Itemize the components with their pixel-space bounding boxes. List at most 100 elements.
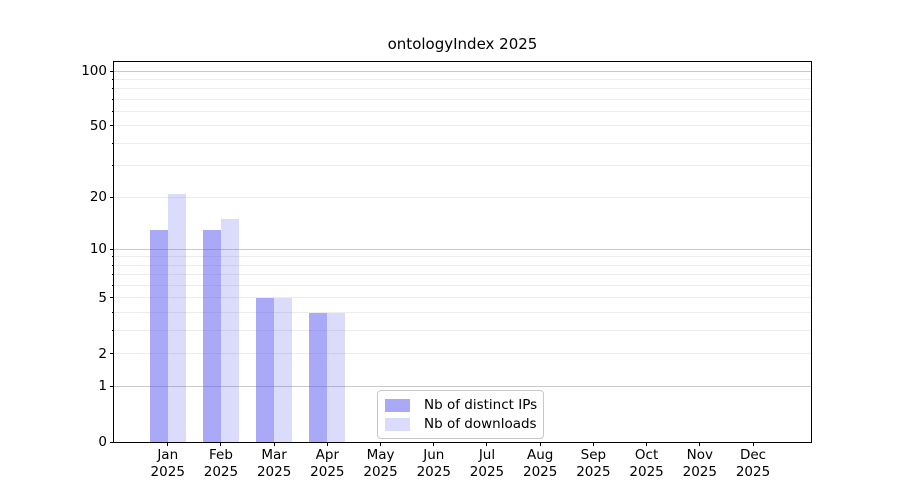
x-tick-year-dec: 2025	[735, 464, 771, 480]
legend-swatch-downloads	[385, 417, 410, 431]
y-axis-tick-1	[110, 385, 114, 387]
gridline-minor-40	[114, 142, 811, 144]
x-tick-year-oct: 2025	[629, 464, 664, 480]
legend-entry-distinct-ips: Nb of distinct IPs	[385, 397, 538, 413]
x-tick-label-jan: Jan 2025	[140, 447, 196, 481]
x-tick-year-aug: 2025	[522, 464, 558, 480]
x-tick-year-jul: 2025	[469, 464, 505, 480]
y-axis-minor-tick-80	[112, 88, 114, 90]
y-axis-tick-5	[110, 297, 114, 299]
x-tick-month-apr: Apr	[315, 447, 340, 463]
x-tick-month-dec: Dec	[739, 447, 767, 463]
x-tick-month-nov: Nov	[686, 447, 713, 463]
legend-label-downloads: Nb of downloads	[424, 416, 537, 432]
legend-box: Nb of distinct IPs Nb of downloads	[377, 390, 544, 439]
x-axis-tick-apr	[326, 442, 328, 446]
x-axis-tick-oct	[646, 442, 648, 446]
y-axis-minor-tick-3	[112, 330, 114, 332]
x-axis-tick-mar	[273, 442, 275, 446]
x-tick-month-jun: Jun	[423, 447, 445, 463]
x-tick-label-dec: Dec 2025	[725, 447, 781, 481]
x-tick-month-mar: Mar	[261, 447, 287, 463]
gridline-major-1	[114, 385, 811, 387]
x-tick-month-oct: Oct	[634, 447, 659, 463]
y-axis-minor-tick-90	[112, 78, 114, 80]
x-tick-year-mar: 2025	[256, 464, 292, 480]
legend-swatch-distinct-ips	[385, 398, 410, 412]
x-axis-tick-jun	[433, 442, 435, 446]
gridline-major-10	[114, 248, 811, 250]
y-axis-minor-tick-9	[112, 256, 114, 258]
gridline-minor-4	[114, 312, 811, 314]
y-tick-label-2: 2	[98, 345, 107, 362]
y-axis-minor-tick-40	[112, 142, 114, 144]
bar-nb-of-downloads-jan	[167, 193, 186, 442]
y-axis-minor-tick-6	[112, 285, 114, 287]
x-axis-tick-nov	[699, 442, 701, 446]
bar-nb-of-distinct-ips-jan	[149, 229, 168, 442]
y-axis-tick-20	[110, 196, 114, 198]
x-tick-label-aug: Aug 2025	[512, 447, 568, 481]
legend-entry-downloads: Nb of downloads	[385, 416, 537, 432]
gridline-minor-30	[114, 165, 811, 167]
gridline-minor-6	[114, 285, 811, 287]
y-tick-label-0: 0	[98, 434, 107, 450]
x-tick-year-feb: 2025	[203, 464, 239, 480]
x-tick-month-sep: Sep	[580, 447, 607, 463]
y-axis-minor-tick-7	[112, 274, 114, 276]
x-tick-label-oct: Oct 2025	[619, 447, 675, 481]
x-tick-month-aug: Aug	[526, 447, 554, 463]
y-axis-tick-100	[110, 70, 114, 72]
x-axis-tick-aug	[539, 442, 541, 446]
bar-nb-of-distinct-ips-feb	[202, 229, 221, 442]
x-axis-tick-jan	[167, 442, 169, 446]
x-tick-year-sep: 2025	[576, 464, 611, 480]
gridline-minor-80	[114, 88, 811, 90]
x-tick-month-jan: Jan	[157, 447, 179, 463]
bar-nb-of-downloads-apr	[327, 312, 346, 442]
x-tick-year-jun: 2025	[416, 464, 451, 480]
gridline-minor-8	[114, 264, 811, 266]
x-tick-label-sep: Sep 2025	[565, 447, 621, 481]
y-tick-label-50: 50	[89, 117, 107, 134]
x-tick-month-feb: Feb	[208, 447, 233, 463]
x-tick-label-apr: Apr 2025	[299, 447, 355, 481]
x-tick-year-apr: 2025	[310, 464, 345, 480]
x-tick-label-may: May 2025	[353, 447, 409, 481]
x-axis-tick-jul	[486, 442, 488, 446]
x-tick-year-jan: 2025	[150, 464, 185, 480]
y-tick-label-100: 100	[81, 63, 107, 80]
y-tick-label-1: 1	[98, 378, 107, 395]
x-tick-month-may: May	[366, 447, 395, 463]
x-axis-tick-may	[380, 442, 382, 446]
y-axis-tick-50	[110, 125, 114, 127]
gridline-major-100	[114, 70, 811, 72]
bar-nb-of-downloads-mar	[274, 297, 293, 442]
gridline-minor-2	[114, 353, 811, 355]
y-tick-label-20: 20	[89, 189, 107, 206]
x-axis-tick-feb	[220, 442, 222, 446]
bar-nb-of-distinct-ips-apr	[309, 312, 328, 442]
y-tick-label-5: 5	[98, 289, 107, 306]
chart-title: ontologyIndex 2025	[387, 35, 538, 53]
y-axis-tick-10	[110, 248, 114, 250]
y-axis-minor-tick-4	[112, 312, 114, 314]
x-tick-label-feb: Feb 2025	[193, 447, 249, 481]
y-axis-minor-tick-8	[112, 264, 114, 266]
x-axis-tick-dec	[752, 442, 754, 446]
gridline-minor-90	[114, 78, 811, 80]
y-axis-minor-tick-30	[112, 165, 114, 167]
y-axis-minor-tick-60	[112, 111, 114, 113]
gridline-minor-50	[114, 125, 811, 127]
x-axis-tick-sep	[592, 442, 594, 446]
gridline-minor-9	[114, 256, 811, 258]
gridline-minor-5	[114, 297, 811, 299]
x-tick-year-nov: 2025	[682, 464, 717, 480]
legend-label-distinct-ips: Nb of distinct IPs	[424, 397, 538, 413]
x-tick-label-mar: Mar 2025	[246, 447, 302, 481]
x-tick-label-nov: Nov 2025	[672, 447, 728, 481]
y-axis-tick-2	[110, 353, 114, 355]
y-tick-label-10: 10	[89, 241, 107, 258]
plot-area: 100 50 20 10 5 2 1 0 Jan 2025 Feb 2025 Mar 2025 Apr 202…	[81, 61, 812, 480]
